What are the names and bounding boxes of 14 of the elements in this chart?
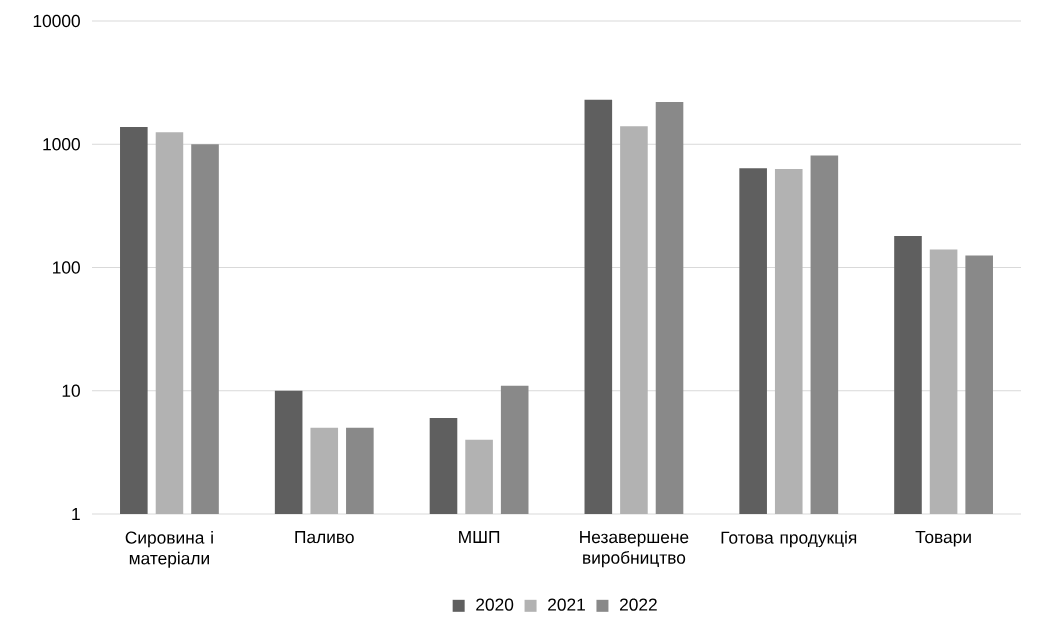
x-tick-label: Незавершене виробництво [580, 531, 689, 568]
legend-label: 2020 [476, 598, 514, 611]
legend-label: 2022 [619, 598, 657, 611]
x-tick-label: Товари [915, 531, 971, 547]
x-tick-label: Готова продукція [721, 531, 857, 548]
x-tick-label: Сировина і матеріали [125, 531, 213, 568]
y-tick-label: 10 [62, 384, 80, 397]
x-tick-label: МШП [459, 531, 500, 543]
legend-label: 2021 [548, 598, 585, 611]
y-tick-label: 100 [53, 261, 80, 274]
x-tick-label: Паливо [295, 531, 354, 544]
y-tick-label: 1000 [43, 138, 80, 151]
y-tick-label: 10000 [33, 14, 80, 28]
y-tick-label: 1 [72, 508, 80, 520]
